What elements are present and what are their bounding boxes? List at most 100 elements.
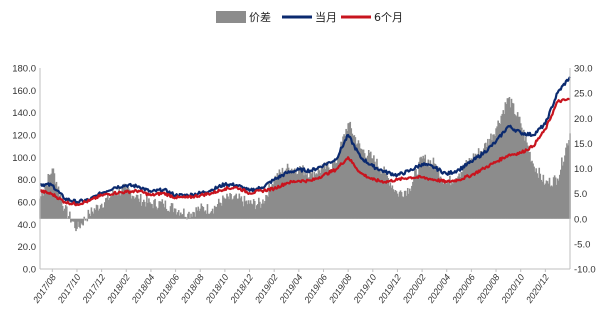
spread-bar: [327, 167, 330, 219]
spread-bar: [379, 170, 381, 219]
spread-bar: [281, 167, 284, 219]
left-tick-label: 100.0: [12, 153, 36, 164]
spread-bar: [364, 157, 367, 219]
spread-bar: [336, 162, 338, 219]
spread-bar: [176, 212, 179, 219]
spread-bar: [565, 147, 567, 219]
spread-bar: [454, 181, 456, 219]
spread-bar: [350, 128, 353, 219]
spread-bar: [421, 158, 423, 219]
spread-bar: [391, 185, 394, 219]
spread-bar: [494, 136, 496, 219]
spread-bar: [100, 203, 103, 219]
spread-bar: [402, 197, 405, 219]
spread-bar: [206, 204, 209, 219]
spread-bar: [75, 218, 77, 232]
spread-bar: [204, 210, 207, 219]
spread-bar: [481, 152, 484, 219]
spread-bar: [561, 157, 563, 219]
spread-bar: [109, 197, 111, 219]
spread-bar: [495, 128, 497, 219]
spread-bar: [128, 189, 131, 219]
spread-bar: [123, 183, 126, 219]
spread-bar: [59, 194, 62, 219]
spread-bar: [311, 168, 314, 219]
spread-bar: [279, 172, 282, 219]
spread-bar: [440, 179, 443, 219]
spread-bar: [516, 112, 519, 219]
spread-bar: [318, 170, 321, 219]
spread-bar: [73, 218, 75, 222]
spread-bar: [209, 212, 212, 219]
spread-bar: [287, 167, 290, 219]
spread-bar: [119, 195, 121, 219]
spread-bar: [563, 161, 565, 219]
spread-bar: [231, 199, 233, 219]
spread-bar: [372, 158, 374, 219]
spread-bar: [131, 195, 134, 219]
x-tick-label: 2019/12: [376, 272, 403, 305]
spread-bar: [531, 160, 533, 219]
spread-bar: [534, 171, 536, 219]
spread-bar: [255, 205, 258, 219]
spread-bar: [426, 162, 429, 219]
spread-bar: [187, 213, 189, 219]
spread-bar: [144, 201, 146, 219]
spread-bar: [244, 201, 247, 219]
spread-bar: [308, 177, 310, 219]
line-series: [39, 76, 571, 207]
spread-bar: [309, 170, 311, 219]
spread-bar: [398, 191, 401, 219]
spread-bar: [173, 208, 176, 219]
spread-bar: [504, 102, 507, 219]
spread-bar: [258, 197, 260, 219]
spread-bar: [556, 178, 559, 219]
spread-bar: [302, 165, 304, 219]
x-tick-label: 2018/04: [129, 272, 156, 305]
legend-label: 6个月: [374, 11, 403, 24]
spread-bar: [96, 205, 99, 219]
spread-bar: [235, 193, 238, 219]
spread-bar: [411, 185, 413, 219]
spread-bar: [532, 163, 534, 219]
spread-bar: [396, 193, 399, 219]
spread-bar: [101, 207, 104, 219]
spread-bar: [266, 195, 268, 219]
left-tick-label: 120.0: [12, 131, 36, 142]
spread-bar: [184, 216, 186, 219]
spread-bar: [270, 190, 272, 219]
spread-bar: [240, 196, 243, 219]
spread-bar: [314, 174, 317, 219]
spread-bar: [555, 184, 558, 219]
spread-bar: [170, 203, 173, 219]
spread-bar: [52, 168, 55, 219]
spread-bar: [430, 163, 433, 219]
spread-bar: [116, 195, 118, 219]
spread-bar: [509, 107, 512, 219]
x-tick-label: 2018/08: [178, 272, 205, 305]
spread-bar: [470, 158, 473, 219]
spread-bar: [429, 160, 432, 219]
spread-bar: [265, 194, 267, 219]
spread-bar: [212, 213, 215, 219]
spread-bar: [557, 180, 560, 219]
spread-bar: [167, 210, 170, 219]
spread-bar: [451, 181, 453, 219]
spread-bar: [269, 186, 271, 219]
spread-bar: [401, 196, 404, 219]
right-tick-label: 25.0: [574, 89, 593, 100]
spread-bar: [554, 177, 557, 219]
spread-bar: [361, 149, 364, 219]
spread-bar: [351, 133, 354, 219]
spread-bar: [505, 104, 508, 219]
x-tick-label: 2018/06: [154, 272, 181, 305]
spread-bar: [65, 206, 68, 219]
spread-bar: [447, 182, 449, 219]
right-tick-label: 15.0: [574, 139, 593, 150]
x-tick-label: 2020/08: [474, 272, 501, 305]
spread-bar: [200, 203, 203, 219]
spread-bar: [387, 178, 390, 219]
spread-bar: [359, 148, 362, 219]
spread-bar: [296, 174, 298, 219]
